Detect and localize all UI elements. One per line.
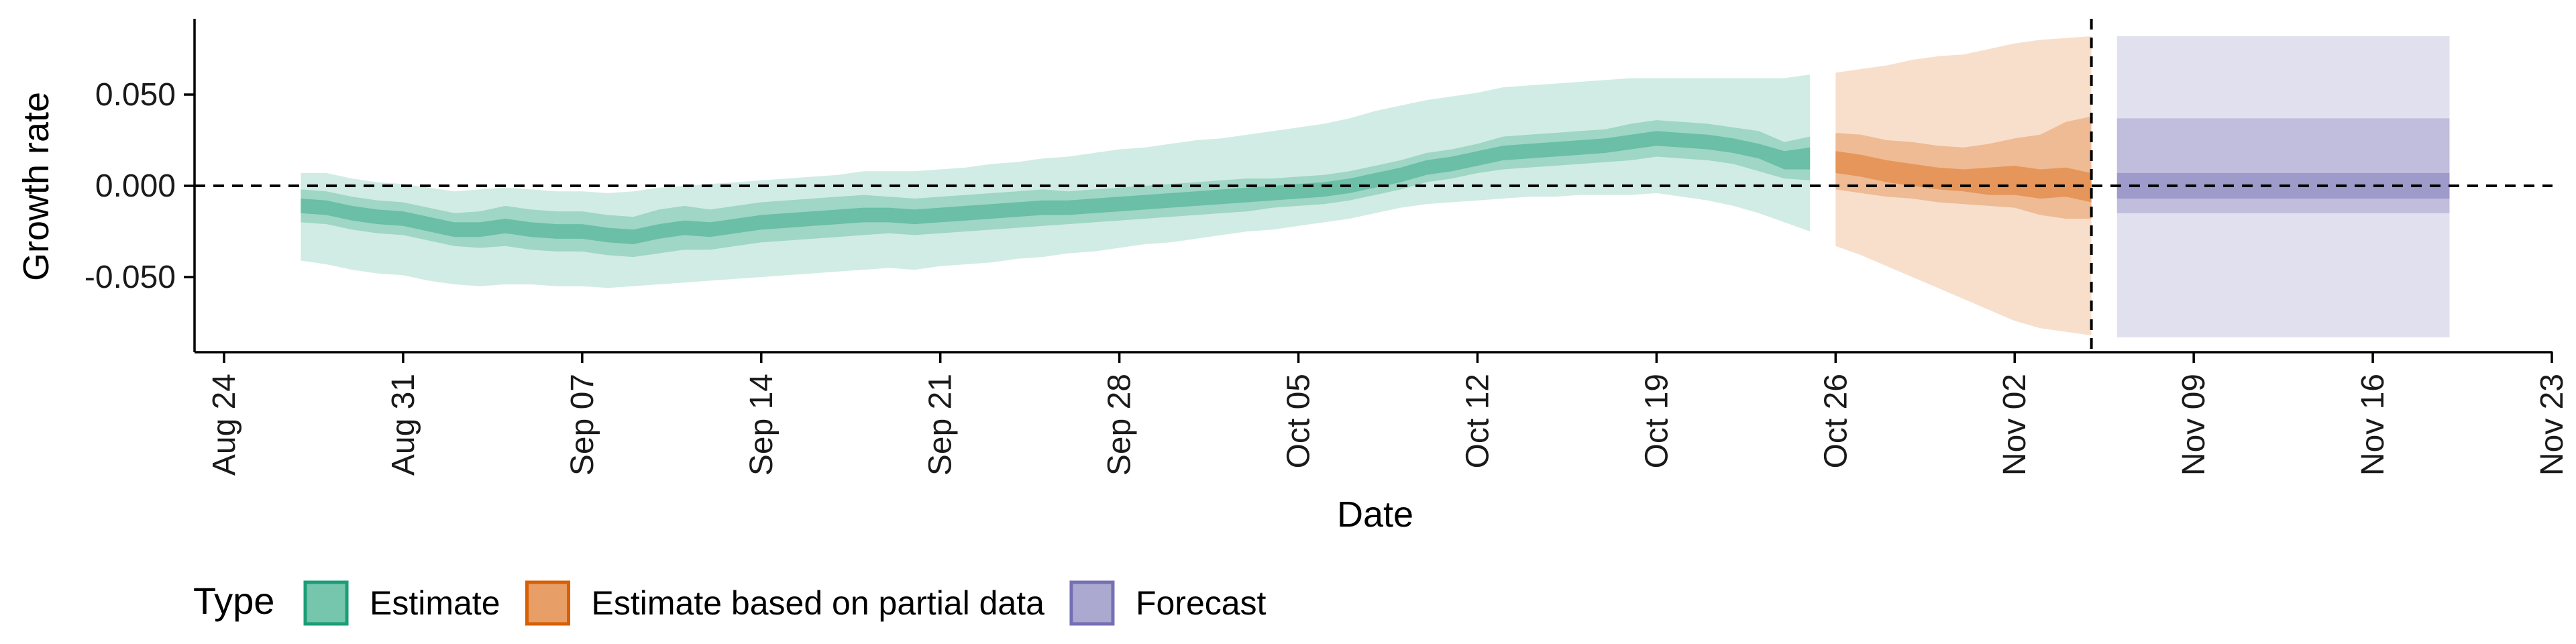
estimate-band-20 xyxy=(301,131,1811,244)
x-tick-label: Sep 28 xyxy=(1102,374,1138,476)
y-axis-title: Growth rate xyxy=(16,92,56,281)
legend-label-forecast: Forecast xyxy=(1136,584,1267,622)
legend-title: Type xyxy=(193,580,274,622)
legend-swatch-forecast xyxy=(1069,580,1115,626)
y-tick-label: 0.050 xyxy=(95,77,176,113)
x-tick-label: Nov 16 xyxy=(2355,374,2391,476)
x-axis-title: Date xyxy=(1337,494,1413,535)
x-tick-label: Oct 26 xyxy=(1818,374,1854,468)
x-tick-label: Sep 07 xyxy=(565,374,600,476)
series-estimate xyxy=(301,74,1811,288)
x-tick-label: Aug 24 xyxy=(207,374,242,476)
x-tick-label: Oct 12 xyxy=(1460,374,1496,468)
estimate-based-on-partial-data-band-50 xyxy=(1835,116,2092,219)
x-tick-label: Nov 23 xyxy=(2534,374,2570,476)
legend: Type Estimate Estimate based on partial d… xyxy=(193,580,1267,626)
y-tick-label: -0.050 xyxy=(85,260,176,295)
x-tick-label: Nov 02 xyxy=(1997,374,2033,476)
x-tick-label: Oct 05 xyxy=(1281,374,1317,468)
legend-swatch-estimate xyxy=(303,580,349,626)
x-tick-label: Sep 14 xyxy=(744,374,780,476)
x-tick-label: Sep 21 xyxy=(923,374,959,476)
x-tick-label: Nov 09 xyxy=(2176,374,2212,476)
plot-area xyxy=(195,19,2553,352)
axes: -0.050 0.000 0.050 Aug 24 Aug 31 Sep 07 Sep 14… xyxy=(85,19,2570,476)
legend-label-estimate-based-on-partial-data: Estimate based on partial data xyxy=(592,584,1045,622)
legend-swatch-estimate-based-on-partial-data xyxy=(525,580,571,626)
estimate-band-90 xyxy=(301,74,1811,288)
estimate-based-on-partial-data-band-20 xyxy=(1835,151,2092,203)
estimate-band-50 xyxy=(301,120,1811,258)
legend-label-estimate: Estimate xyxy=(370,584,500,622)
x-tick-label: Oct 19 xyxy=(1639,374,1674,468)
y-tick-label: 0.000 xyxy=(95,168,176,204)
x-tick-label: Aug 31 xyxy=(386,374,421,476)
forecast-band-50 xyxy=(2116,118,2450,213)
